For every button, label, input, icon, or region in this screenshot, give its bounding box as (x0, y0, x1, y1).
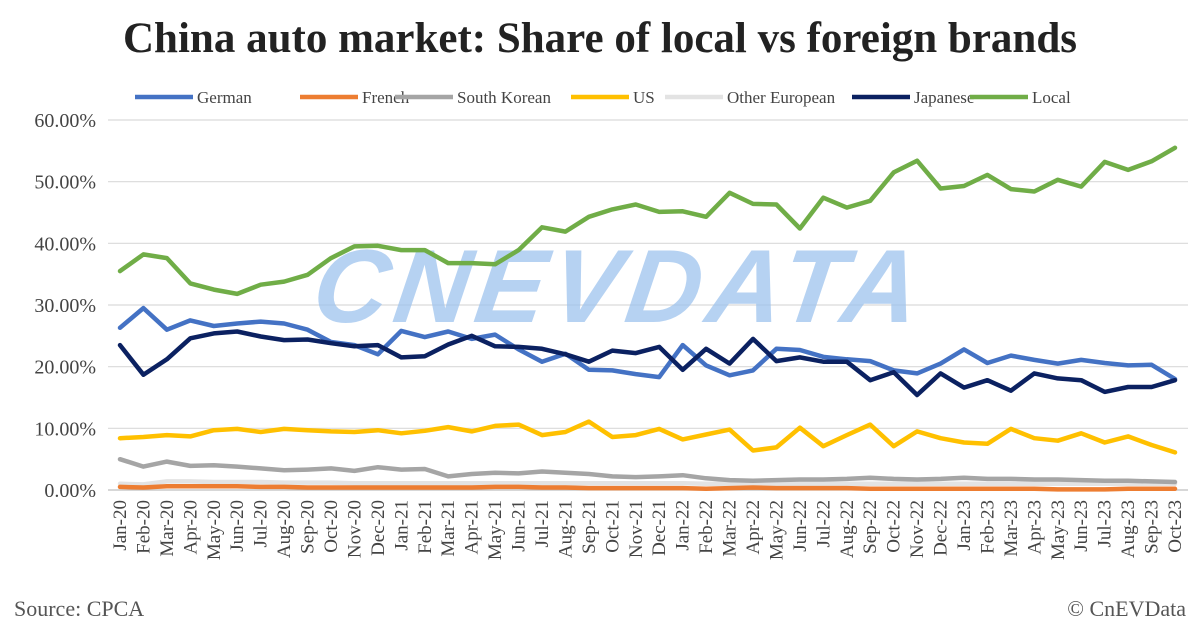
x-tick-label: Feb-21 (415, 500, 436, 554)
x-tick-label: Jun-21 (509, 500, 530, 552)
x-tick-label: Jun-22 (790, 500, 811, 552)
x-tick-label: Jan-21 (391, 500, 412, 551)
series-line-japanese (117, 329, 1178, 398)
x-tick-label: Aug-22 (837, 500, 858, 558)
x-tick-label: Dec-20 (368, 500, 389, 556)
x-tick-label: Apr-21 (462, 500, 483, 555)
x-tick-label: May-20 (204, 500, 225, 560)
x-tick-label: Oct-23 (1165, 500, 1186, 553)
x-tick-label: Jun-20 (227, 500, 248, 552)
x-tick-label: Nov-21 (626, 500, 647, 558)
x-tick-label: Apr-20 (180, 500, 201, 555)
x-tick-label: Jul-21 (532, 500, 553, 548)
copyright-note: © CnEVData (1067, 596, 1186, 621)
x-tick-label: Jul-22 (813, 500, 834, 548)
x-tick-label: Mar-20 (157, 500, 178, 557)
series-line-us (117, 419, 1178, 455)
x-tick-label: Oct-20 (321, 500, 342, 553)
x-tick-label: May-22 (766, 500, 787, 560)
x-tick-label: May-21 (485, 500, 506, 560)
source-note: Source: CPCA (14, 596, 145, 621)
watermark-logo: CNEVDATA (306, 228, 933, 344)
chart-title: China auto market: Share of local vs for… (123, 15, 1077, 62)
x-tick-label: Dec-21 (649, 500, 670, 556)
x-tick-label: Apr-23 (1024, 500, 1045, 555)
x-tick-label: Mar-21 (438, 500, 459, 557)
x-tick-label: Aug-20 (274, 500, 295, 558)
x-tick-label: Jul-23 (1095, 500, 1116, 548)
x-tick-label: Feb-20 (133, 500, 154, 554)
series-line-local (117, 145, 1178, 297)
series-line-german (117, 305, 1178, 382)
y-tick-label: 30.00% (34, 295, 96, 317)
y-tick-label: 50.00% (34, 172, 96, 194)
x-tick-label: Dec-22 (931, 500, 952, 556)
legend-label: Japanese (914, 88, 974, 107)
x-tick-label: Sep-20 (298, 500, 319, 554)
x-tick-label: Jun-23 (1071, 500, 1092, 552)
x-tick-label: Nov-22 (907, 500, 928, 558)
x-tick-label: Apr-22 (743, 500, 764, 555)
x-tick-label: Sep-21 (579, 500, 600, 554)
legend-label: Other European (727, 88, 836, 107)
x-tick-label: Mar-22 (720, 500, 741, 557)
x-tick-label: Feb-22 (696, 500, 717, 554)
legend-label: South Korean (457, 88, 551, 107)
y-tick-label: 0.00% (44, 480, 96, 502)
legend-label: US (633, 88, 655, 107)
x-tick-label: Nov-20 (344, 500, 365, 558)
y-tick-label: 40.00% (34, 233, 96, 255)
series-line-other-european (117, 479, 1178, 487)
x-tick-label: Feb-23 (977, 500, 998, 554)
x-tick-label: Jan-20 (110, 500, 131, 551)
series-line-french (117, 484, 1178, 492)
x-tick-label: May-23 (1048, 500, 1069, 560)
x-tick-label: Aug-23 (1118, 500, 1139, 558)
x-tick-label: Oct-21 (602, 500, 623, 553)
x-tick-label: Jan-23 (954, 500, 975, 551)
x-tick-label: Aug-21 (555, 500, 576, 558)
series-line-south-korean (117, 456, 1178, 485)
x-tick-label: Sep-23 (1142, 500, 1163, 554)
x-tick-label: Sep-22 (860, 500, 881, 554)
y-tick-label: 20.00% (34, 357, 96, 379)
y-tick-label: 10.00% (34, 418, 96, 440)
x-tick-label: Oct-22 (884, 500, 905, 553)
legend-label: German (197, 88, 252, 107)
x-tick-label: Jan-22 (673, 500, 694, 551)
legend-label: French (362, 88, 410, 107)
x-tick-label: Mar-23 (1001, 500, 1022, 557)
legend-label: Local (1032, 88, 1071, 107)
y-tick-label: 60.00% (34, 110, 96, 132)
x-tick-label: Jul-20 (251, 500, 272, 548)
